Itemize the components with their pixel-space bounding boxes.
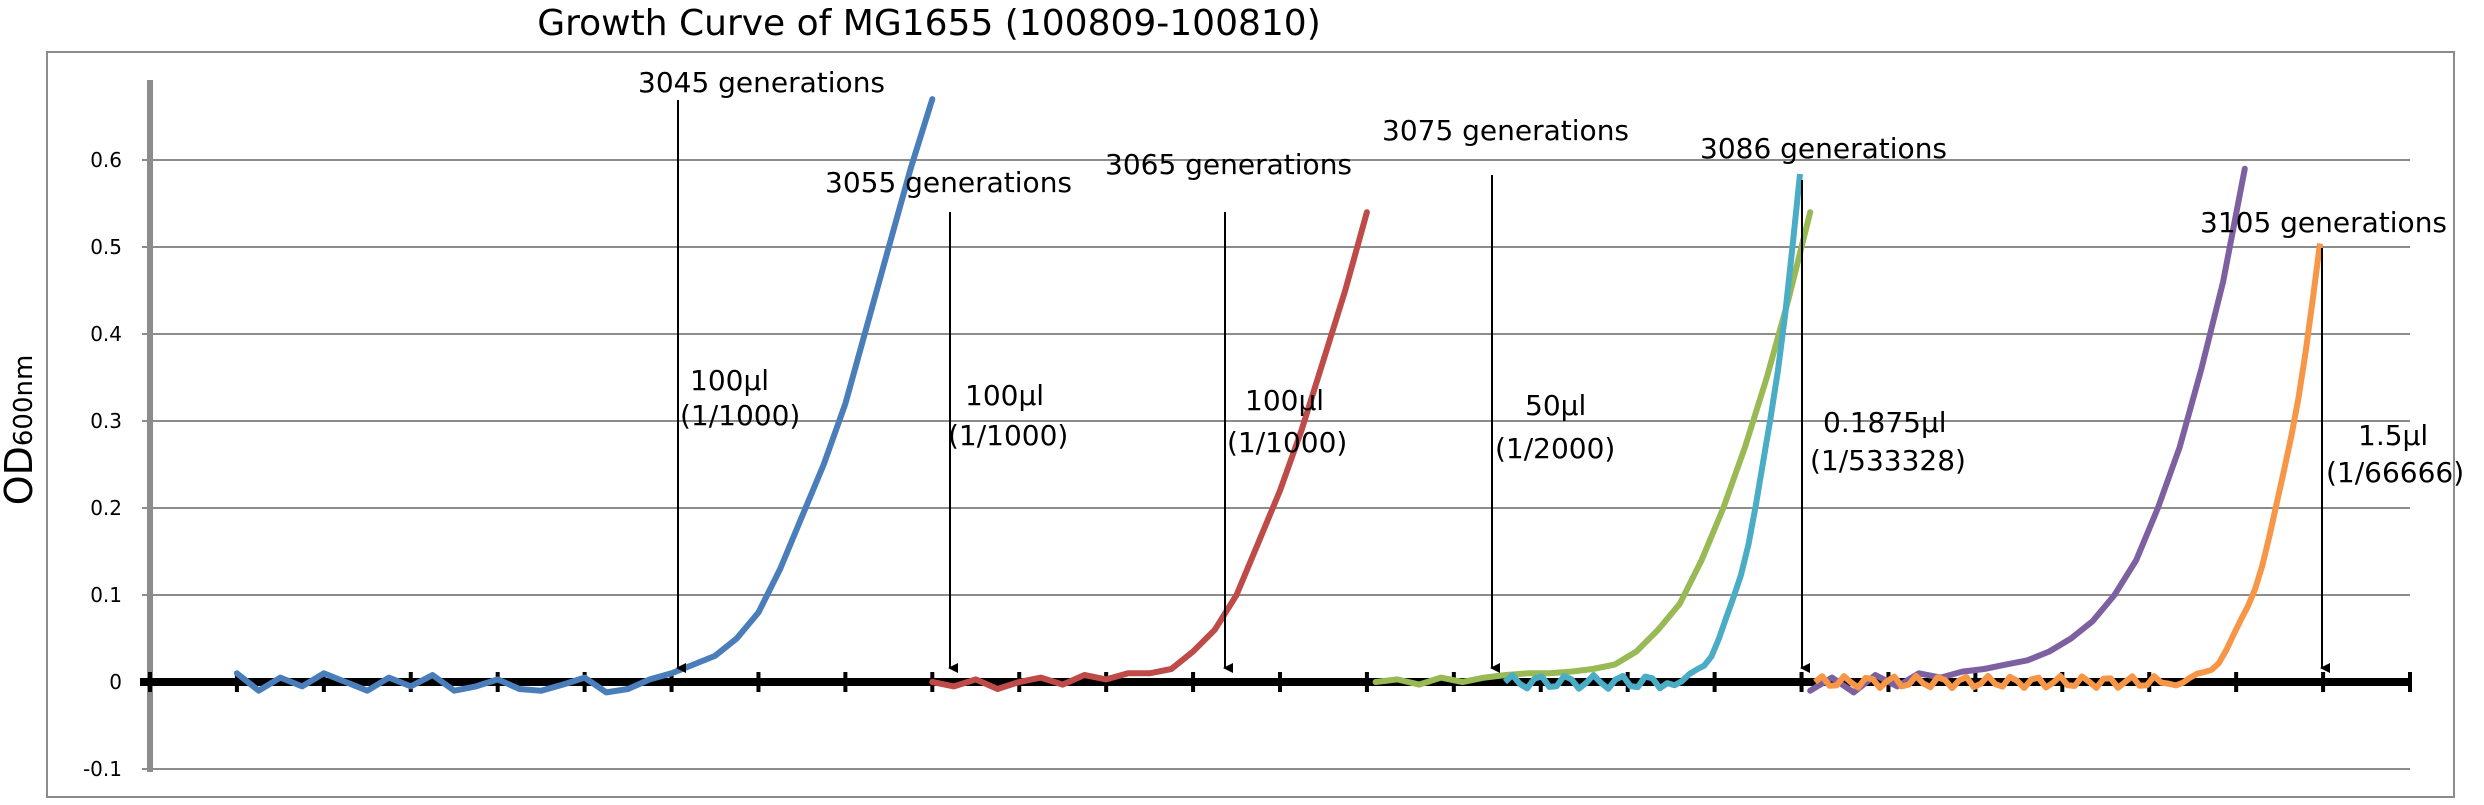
ratio-label-6: (1/66666) <box>2326 456 2464 489</box>
series-line-5 <box>1502 173 1803 692</box>
chart-title: Growth Curve of MG1655 (100809-100810) <box>537 3 1321 44</box>
y-axis-title-sub: 600nm <box>9 355 39 446</box>
y-tick-label: 0.4 <box>90 322 122 346</box>
y-tick-label: -0.1 <box>83 757 122 781</box>
generation-label-6: 3105 generations <box>2200 206 2447 239</box>
series-line-4 <box>1807 165 2248 696</box>
volume-label-4: 50μl <box>1525 389 1586 422</box>
generation-label-5: 3086 generations <box>1700 132 1947 165</box>
series-line-2 <box>929 209 1370 692</box>
ratio-label-2: (1/1000) <box>948 419 1068 452</box>
y-axis-title-main: OD <box>0 446 41 505</box>
y-tick-label: 0.2 <box>90 496 122 520</box>
series-line-1 <box>233 96 936 696</box>
ratio-label-5: (1/533328) <box>1810 444 1966 477</box>
series-line-6 <box>1813 243 2323 692</box>
volume-label-3: 100μl <box>1245 384 1324 417</box>
ratio-label-4: (1/2000) <box>1495 432 1615 465</box>
y-tick-label: 0.3 <box>90 409 122 433</box>
generation-label-4: 3075 generations <box>1382 114 1629 147</box>
volume-label-5: 0.1875μl <box>1823 406 1947 439</box>
y-tick-label: 0.6 <box>90 148 122 172</box>
y-tick-label: 0.1 <box>90 583 122 607</box>
volume-label-1: 100μl <box>690 364 769 397</box>
y-tick-label: 0 <box>109 670 122 694</box>
generation-label-1: 3045 generations <box>638 66 885 99</box>
volume-label-2: 100μl <box>965 379 1044 412</box>
y-tick-label: 0.5 <box>90 235 122 259</box>
ratio-label-3: (1/1000) <box>1227 426 1347 459</box>
volume-label-6: 1.5μl <box>2358 419 2428 452</box>
series-line-3 <box>1372 209 1814 688</box>
ratio-label-1: (1/1000) <box>680 399 800 432</box>
y-axis-title: OD600nm <box>0 355 41 506</box>
plot-area-border <box>46 51 2455 798</box>
generation-label-3: 3065 generations <box>1105 148 1352 181</box>
generation-label-2: 3055 generations <box>825 166 1072 199</box>
